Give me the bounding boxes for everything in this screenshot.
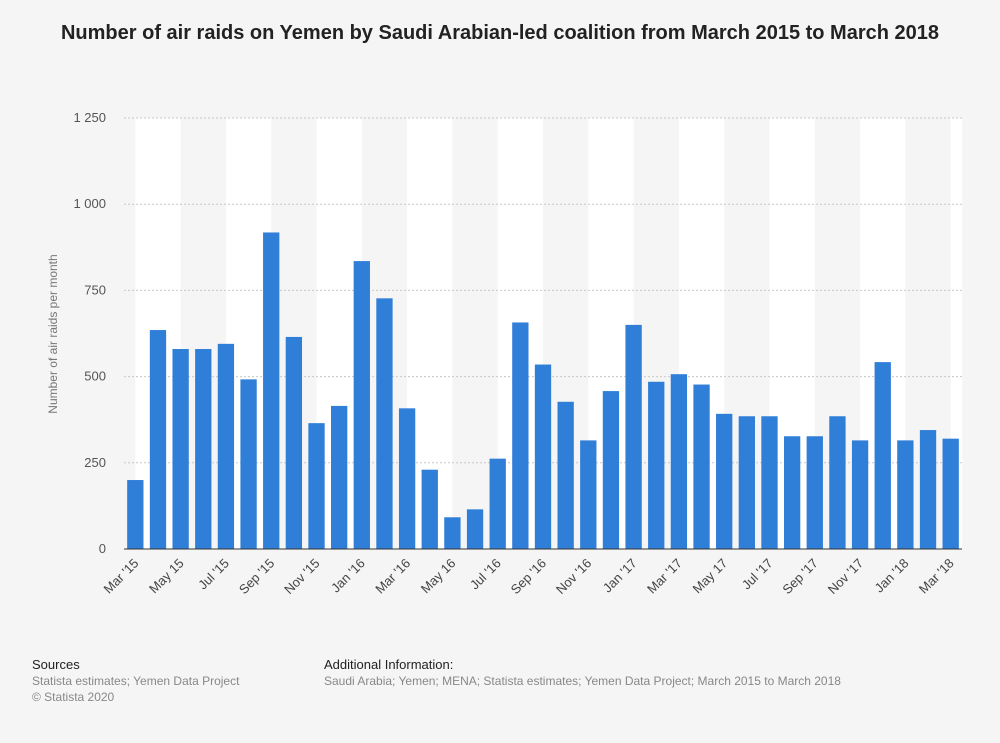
bar	[919, 430, 937, 549]
x-tick-label: Nov '17	[825, 556, 866, 597]
bar	[376, 298, 393, 549]
bar	[761, 416, 778, 549]
y-tick-label: 250	[84, 455, 106, 470]
bar	[512, 322, 529, 549]
bar	[580, 440, 597, 549]
y-tick-label: 750	[84, 282, 106, 297]
bar	[942, 438, 959, 549]
bar	[851, 440, 869, 549]
bar	[625, 324, 642, 549]
y-axis-label: Number of air raids per month	[46, 254, 60, 413]
x-tick-label: Sep '17	[779, 556, 820, 597]
bar	[783, 436, 801, 549]
y-tick-label: 1 250	[73, 110, 106, 125]
column-band	[950, 118, 962, 549]
bar	[353, 261, 370, 549]
bar	[693, 384, 710, 549]
bar	[217, 343, 235, 549]
bar	[240, 379, 257, 549]
sources-block: Sources Statista estimates; Yemen Data P…	[32, 657, 239, 705]
x-tick-label: Jul '15	[195, 556, 232, 593]
sources-heading: Sources	[32, 657, 80, 672]
additional-info-text: Saudi Arabia; Yemen; MENA; Statista esti…	[324, 674, 841, 688]
additional-info-heading: Additional Information:	[324, 657, 454, 672]
x-tick-label: Nov '16	[553, 556, 594, 597]
x-tick-label: Mar '16	[372, 556, 413, 597]
chart-title: Number of air raids on Yemen by Saudi Ar…	[60, 22, 940, 44]
x-tick-label: Mar '17	[644, 556, 685, 597]
bar	[897, 440, 914, 549]
bar	[331, 405, 348, 549]
y-tick-label: 1 000	[73, 196, 106, 211]
y-axis-ticks: 0 250 500 750 1 000 1 250	[73, 110, 106, 556]
bar	[716, 413, 733, 549]
x-tick-label: May 16	[418, 556, 459, 597]
x-tick-label: Jul '16	[467, 556, 504, 593]
x-axis-ticks: Mar '15 May 15 Jul '15 Sep '15 Nov '15 Jan '1…	[100, 556, 956, 597]
bar	[195, 349, 212, 549]
bar	[398, 408, 416, 549]
bar	[421, 469, 438, 549]
bar	[829, 416, 846, 549]
additional-info-block: Additional Information: Saudi Arabia; Ye…	[324, 657, 841, 689]
copyright: © Statista 2020	[32, 690, 115, 704]
bar	[466, 509, 484, 549]
bar	[489, 458, 506, 549]
bar	[308, 423, 325, 549]
x-tick-label: May 15	[146, 556, 187, 597]
bar	[534, 364, 552, 549]
bar	[557, 401, 574, 549]
x-tick-label: Mar '15	[100, 556, 141, 597]
bar	[806, 436, 823, 549]
bar	[172, 349, 189, 549]
sources-line-1: Statista estimates; Yemen Data Project	[32, 674, 240, 688]
y-tick-label: 0	[99, 541, 106, 556]
bar	[444, 517, 461, 549]
bar	[738, 416, 755, 549]
x-tick-label: Sep '15	[236, 556, 277, 597]
bar	[874, 362, 891, 549]
bar	[149, 330, 167, 549]
x-tick-label: Nov '15	[281, 556, 322, 597]
x-tick-label: Sep '16	[508, 556, 549, 597]
bar	[127, 480, 144, 549]
bar	[670, 374, 688, 549]
x-tick-label: May 17	[690, 556, 731, 597]
bar	[648, 381, 665, 549]
x-tick-label: Mar '18	[916, 556, 957, 597]
x-tick-label: Jan '17	[600, 556, 640, 596]
bar	[602, 391, 620, 549]
x-tick-label: Jul '17	[739, 556, 776, 593]
x-tick-label: Jan '18	[872, 556, 912, 596]
bar	[263, 232, 280, 549]
bar	[285, 336, 303, 549]
x-tick-label: Jan '16	[328, 556, 368, 596]
y-tick-label: 500	[84, 369, 106, 384]
bars	[127, 232, 959, 549]
